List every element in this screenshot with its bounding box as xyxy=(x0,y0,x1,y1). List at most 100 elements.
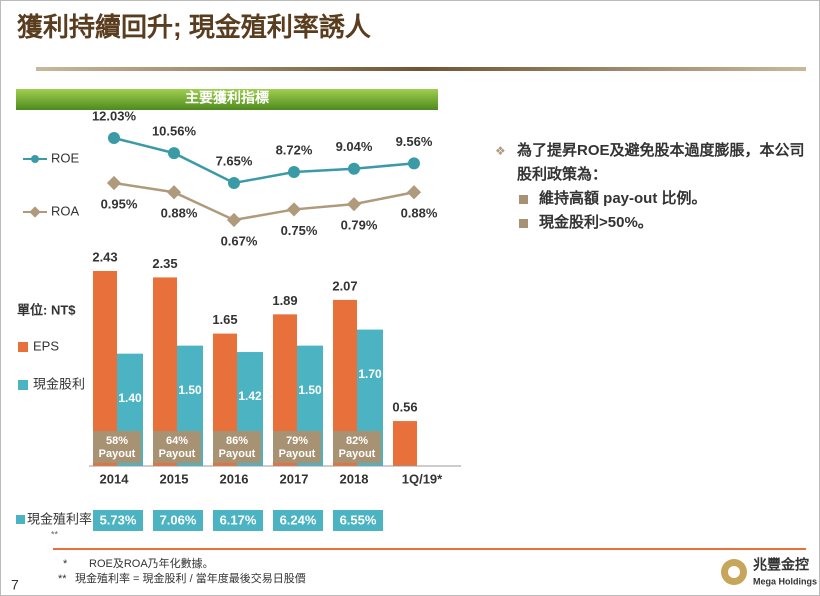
legend-marker xyxy=(29,206,41,218)
yield-marker xyxy=(16,515,25,524)
payout-box xyxy=(273,431,321,463)
page-number: 7 xyxy=(11,577,19,593)
series-line xyxy=(113,136,415,185)
payout-box xyxy=(93,431,141,463)
legend-marker xyxy=(18,380,28,390)
bar xyxy=(393,421,417,466)
point xyxy=(286,202,302,217)
yield-value: 6.55% xyxy=(340,512,377,527)
bullet-item: 現金股利>50%。 xyxy=(495,211,805,235)
point xyxy=(288,166,300,179)
x-tick-label: 2014 xyxy=(100,471,130,486)
x-tick-label: 2018 xyxy=(340,471,369,486)
x-tick-label: 2016 xyxy=(220,471,249,486)
yield-box xyxy=(273,510,323,531)
point xyxy=(226,212,242,228)
logo-icon-inner xyxy=(728,566,740,578)
yield-footnote-marker: ** xyxy=(51,529,59,539)
legend-label: 現金股利 xyxy=(33,376,85,391)
data-label: 1.65 xyxy=(212,312,237,327)
legend-marker xyxy=(18,342,28,352)
data-label: 0.95% xyxy=(101,196,138,211)
payout-box xyxy=(213,431,261,463)
point xyxy=(166,185,182,200)
payout-value: 79% xyxy=(286,435,308,447)
yield-box xyxy=(153,510,203,531)
payout-label: Payout xyxy=(159,448,196,460)
yield-label: 現金殖利率 xyxy=(27,511,92,526)
payout-label: Payout xyxy=(339,448,376,460)
x-tick-label: 2017 xyxy=(280,471,309,486)
logo-name: 兆豐金控 xyxy=(753,557,809,573)
data-label: 2.43 xyxy=(92,249,117,264)
bullet-item: 維持高額 pay-out 比例。 xyxy=(495,187,805,211)
data-label: 0.88% xyxy=(161,206,198,221)
payout-box xyxy=(153,431,201,463)
footer-rule xyxy=(53,548,806,550)
data-label: 0.56 xyxy=(392,399,417,414)
data-label: 1.50 xyxy=(178,383,202,397)
payout-label: Payout xyxy=(219,448,256,460)
section-banner xyxy=(16,89,438,110)
yield-value: 5.73% xyxy=(100,512,137,527)
x-tick-label: 2015 xyxy=(160,471,189,486)
data-label: 10.56% xyxy=(152,124,197,139)
yield-value: 6.24% xyxy=(280,512,317,527)
point xyxy=(346,197,362,212)
payout-value: 82% xyxy=(346,435,368,447)
legend-label: ROA xyxy=(51,203,80,218)
payout-label: Payout xyxy=(99,448,136,460)
point xyxy=(348,162,360,175)
data-label: 1.42 xyxy=(238,389,262,403)
x-tick-label: 1Q/19* xyxy=(402,471,443,486)
data-label: 9.04% xyxy=(336,139,373,154)
data-label: 7.65% xyxy=(216,153,253,168)
payout-value: 64% xyxy=(166,435,188,447)
point xyxy=(406,185,422,200)
unit-label: 單位: NT$ xyxy=(17,302,76,317)
payout-box xyxy=(333,431,381,463)
slide-title: 獲利持續回升; 現金殖利率誘人 xyxy=(17,12,371,42)
footnote-marker: * xyxy=(63,558,68,570)
point xyxy=(408,157,420,170)
data-label: 12.03% xyxy=(92,108,137,123)
payout-value: 86% xyxy=(226,435,248,447)
yield-box xyxy=(93,510,143,531)
data-label: 2.35 xyxy=(152,256,177,271)
series-line xyxy=(113,181,415,222)
data-label: 1.40 xyxy=(118,391,142,405)
point xyxy=(106,175,122,191)
data-label: 0.75% xyxy=(281,223,318,238)
legend-label: EPS xyxy=(33,338,59,353)
yield-box xyxy=(333,510,383,531)
point xyxy=(228,177,240,189)
data-label: 0.88% xyxy=(401,206,438,221)
yield-value: 7.06% xyxy=(160,512,197,527)
bullet-main: 為了提昇ROE及避免股本過度膨脹，本公司股利政策為： xyxy=(495,139,805,187)
legend-label: ROE xyxy=(51,150,80,165)
logo-subname: Mega Holdings xyxy=(753,576,817,586)
legend-marker xyxy=(31,155,39,163)
section-label: 主要獲利指標 xyxy=(185,90,269,106)
data-label: 9.56% xyxy=(396,134,433,149)
title-rule xyxy=(36,67,806,71)
point xyxy=(168,147,180,160)
data-label: 2.07 xyxy=(332,278,357,293)
data-label: 0.67% xyxy=(221,233,258,248)
payout-label: Payout xyxy=(279,448,316,460)
bullets: 為了提昇ROE及避免股本過度膨脹，本公司股利政策為： 維持高額 pay-out … xyxy=(495,139,805,235)
payout-value: 58% xyxy=(106,435,128,447)
data-label: 1.70 xyxy=(358,367,382,381)
footnote: ROE及ROA乃年化數據。 xyxy=(89,556,214,570)
footnote: 現金殖利率 = 現金股利 / 當年度最後交易日股價 xyxy=(75,571,306,585)
data-label: 0.79% xyxy=(341,218,378,233)
data-label: 8.72% xyxy=(276,142,313,157)
yield-value: 6.17% xyxy=(220,512,257,527)
data-label: 1.89 xyxy=(272,293,297,308)
footnote-marker: ** xyxy=(58,573,67,585)
yield-box xyxy=(213,510,263,531)
data-label: 1.50 xyxy=(298,383,322,397)
point xyxy=(108,132,120,144)
